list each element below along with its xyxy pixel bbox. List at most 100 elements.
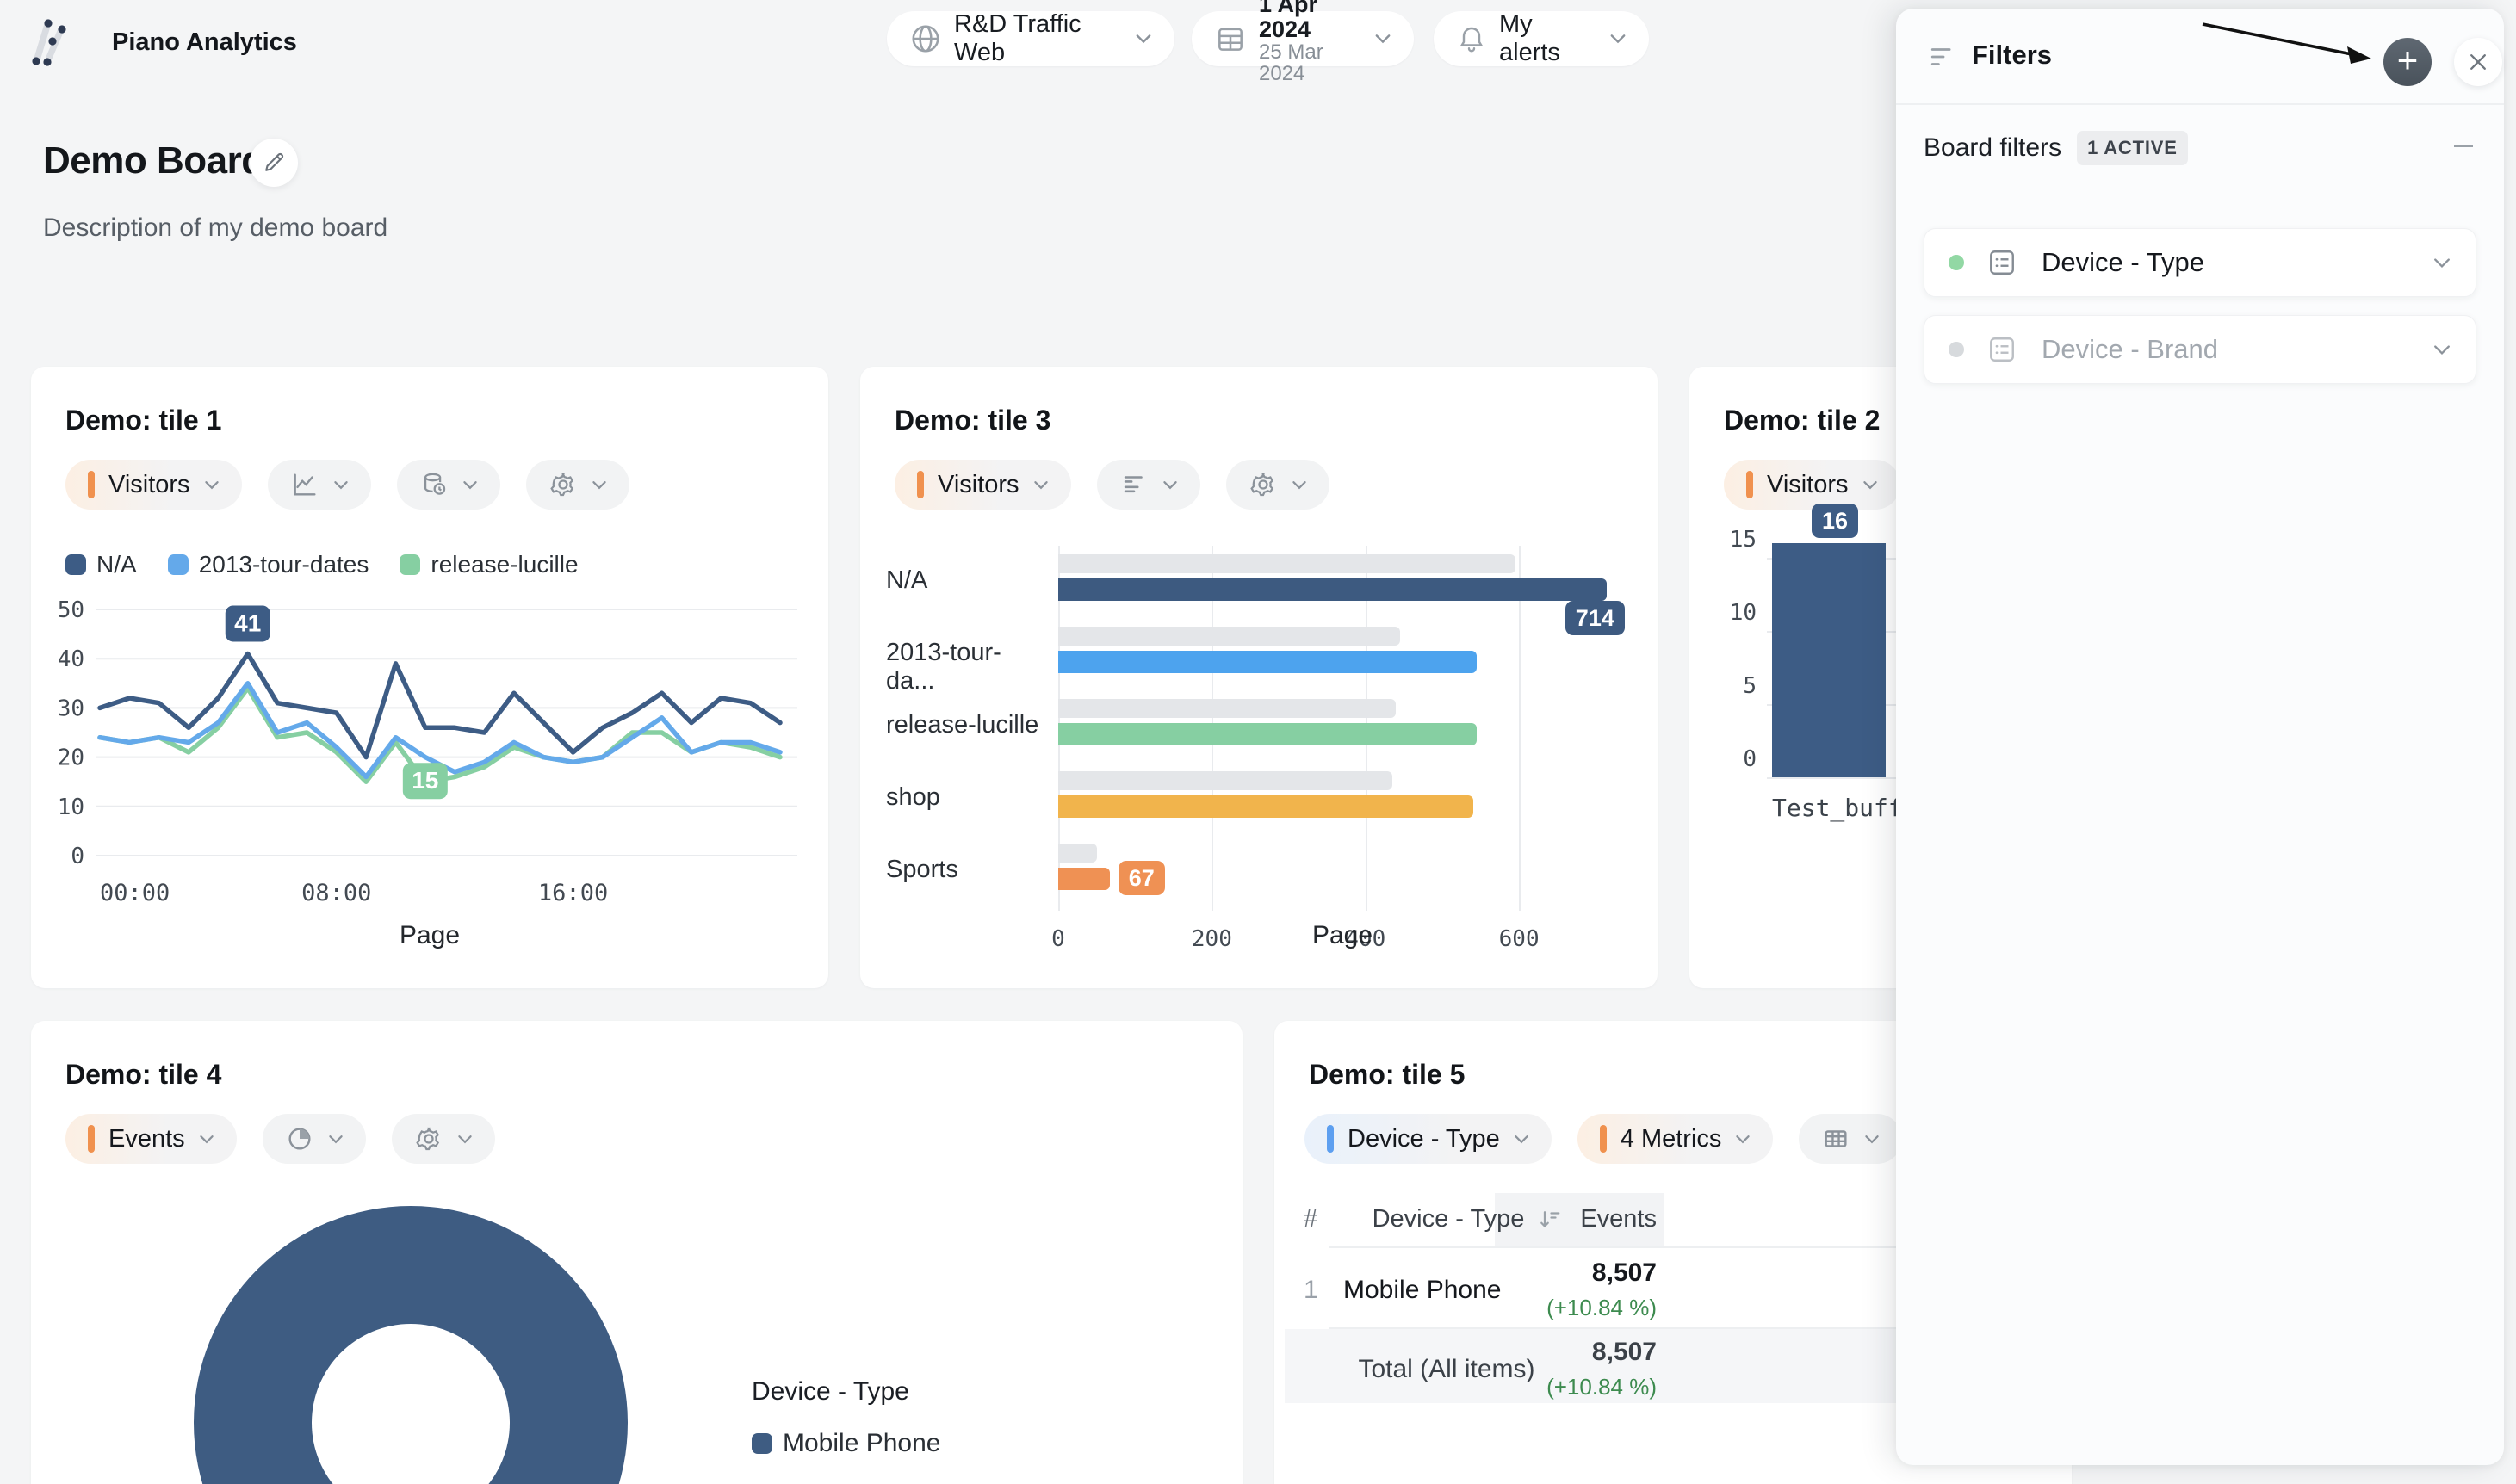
tile-demo-4: Demo: tile 4 Events [31, 1021, 1243, 1484]
y-tick-label: 5 [1743, 673, 1757, 699]
board-description: Description of my demo board [43, 213, 388, 242]
metric-label: Visitors [108, 470, 190, 498]
data-source-selector[interactable] [396, 460, 500, 510]
legend-item: Mobile Phone [752, 1429, 940, 1458]
tile-settings-selector[interactable] [1225, 460, 1329, 510]
column-header-dimension[interactable]: Device - Type [1372, 1205, 1525, 1233]
globe-icon [909, 22, 942, 55]
bar-previous [1058, 771, 1392, 790]
chevron-down-icon [328, 1135, 344, 1144]
chevron-down-icon [1033, 480, 1049, 490]
board-filters-section: Board filters 1 ACTIVE [1924, 131, 2476, 165]
column-header-rank[interactable]: # [1304, 1205, 1318, 1233]
tile-title: Demo: tile 5 [1309, 1059, 1466, 1090]
collapse-section-icon[interactable] [2454, 145, 2473, 147]
metric-selector[interactable]: Visitors [895, 460, 1071, 510]
x-tick-label: 600 [1498, 926, 1540, 952]
chart-type-selector[interactable] [1096, 460, 1200, 510]
table-row-label[interactable]: Mobile Phone [1343, 1276, 1502, 1304]
filters-panel-header: Filters + [1896, 9, 2504, 105]
bar-value-badge: 67 [1118, 861, 1165, 895]
close-panel-button[interactable] [2454, 38, 2502, 86]
legend-label: 2013-tour-dates [198, 551, 369, 578]
table-row-value: 8,507 [1591, 1258, 1657, 1287]
metrics-selector[interactable]: 4 Metrics [1577, 1114, 1774, 1164]
add-filter-button[interactable]: + [2383, 38, 2432, 86]
tile-settings-selector[interactable] [525, 460, 629, 510]
app-logo [29, 17, 76, 69]
my-alerts-button[interactable]: My alerts [1434, 10, 1649, 66]
gear-icon [548, 470, 578, 499]
tile-demo-3: Demo: tile 3 Visitors 0 200 400 60 [860, 367, 1658, 988]
horizontal-bars-icon [1119, 470, 1149, 499]
legend-item: release-lucille [400, 551, 579, 578]
sort-desc-icon[interactable] [1536, 1207, 1562, 1233]
chart-type-selector[interactable] [267, 460, 371, 510]
chevron-down-icon[interactable] [2432, 344, 2451, 356]
filters-panel-title: Filters [1972, 40, 2053, 70]
tile-settings-selector[interactable] [391, 1114, 495, 1164]
bar-previous [1058, 844, 1097, 863]
dimension-selector[interactable]: Device - Type [1304, 1114, 1552, 1164]
date-range-compare: 25 Mar 2024 [1259, 40, 1323, 86]
legend-swatch [752, 1433, 772, 1454]
bar-previous [1058, 627, 1400, 646]
legend-swatch [167, 554, 189, 575]
metric-selector[interactable]: Visitors [1724, 460, 1900, 510]
chart-type-selector[interactable] [1799, 1114, 1903, 1164]
chevron-down-icon [592, 480, 607, 490]
y-category-label: release-lucille [886, 711, 1039, 739]
site-selector[interactable]: R&D Traffic Web [887, 10, 1174, 66]
chevron-down-icon [204, 480, 220, 490]
active-filters-badge: 1 ACTIVE [2077, 131, 2188, 165]
legend-item: N/A [65, 551, 137, 578]
filters-panel: Filters + Board filters 1 ACTIVE Device … [1896, 9, 2504, 1465]
calendar-icon [1214, 22, 1247, 55]
chart-legend: N/A 2013-tour-dates release-lucille [65, 551, 579, 578]
bar-current [1058, 795, 1473, 818]
metric-selector[interactable]: Visitors [65, 460, 242, 510]
bar-current [1058, 578, 1607, 601]
svg-text:10: 10 [58, 795, 84, 820]
svg-text:16:00: 16:00 [538, 880, 608, 906]
date-range-selector[interactable]: 1 Apr 2024 25 Mar 2024 [1192, 0, 1414, 85]
metric-color-bar [1599, 1125, 1607, 1153]
metric-color-bar [88, 1125, 95, 1153]
legend-label: release-lucille [431, 551, 579, 578]
chevron-down-icon [1135, 34, 1152, 44]
svg-text:20: 20 [58, 745, 84, 771]
chevron-down-icon [462, 480, 478, 490]
chevron-down-icon [199, 1135, 214, 1144]
svg-text:08:00: 08:00 [301, 880, 371, 906]
table-icon [1821, 1124, 1850, 1153]
filter-card-device-type[interactable]: Device - Type [1924, 228, 2476, 297]
y-category-label: N/A [886, 566, 928, 594]
chevron-down-icon [1862, 480, 1878, 490]
edit-board-button[interactable] [250, 139, 298, 187]
svg-text:41: 41 [234, 609, 261, 636]
x-tick-label: 400 [1345, 926, 1386, 952]
donut-legend: Device - Type Mobile Phone [752, 1377, 940, 1458]
bell-icon [1456, 23, 1487, 54]
metric-color-bar [917, 471, 924, 498]
svg-text:00:00: 00:00 [100, 880, 170, 906]
x-axis-title: Page [399, 921, 461, 949]
legend-swatch [65, 554, 86, 575]
chart-type-selector[interactable] [262, 1114, 366, 1164]
column-header-events[interactable]: Events [1580, 1205, 1657, 1233]
chevron-down-icon[interactable] [2432, 257, 2451, 269]
total-row-delta: (+10.84 %) [1546, 1374, 1657, 1400]
total-row-background [1285, 1329, 1905, 1403]
legend-item: 2013-tour-dates [167, 551, 369, 578]
chevron-down-icon [1864, 1135, 1880, 1144]
legend-label: N/A [96, 551, 137, 578]
chevron-down-icon [1292, 480, 1307, 490]
bar [1772, 543, 1886, 777]
filter-card-device-brand[interactable]: Device - Brand [1924, 315, 2476, 384]
y-tick-label: 10 [1729, 600, 1757, 626]
gridline [1767, 777, 1939, 779]
metrics-label: 4 Metrics [1620, 1124, 1722, 1153]
y-tick-label: 15 [1729, 527, 1757, 553]
bar-value-badge: 714 [1565, 601, 1625, 635]
metric-selector[interactable]: Events [65, 1114, 237, 1164]
